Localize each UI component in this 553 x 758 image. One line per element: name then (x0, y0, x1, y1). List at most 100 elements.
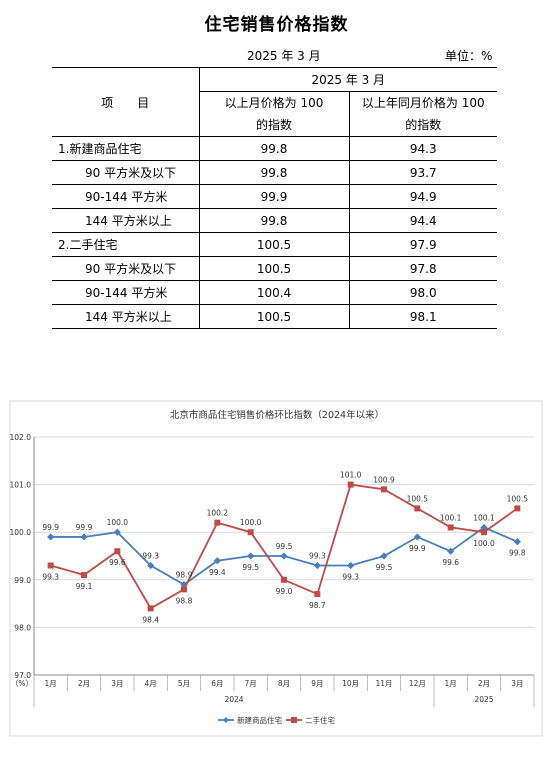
row-label: 144 平方米以上 (52, 208, 199, 233)
data-label: 101.0 (340, 471, 362, 480)
y-tick-label: 102.0 (10, 433, 32, 442)
data-label: 100.0 (240, 518, 262, 527)
data-point-0 (413, 533, 421, 541)
table-row: 144 平方米以上 99.8 94.4 (52, 208, 497, 233)
year-label: 2024 (224, 695, 243, 704)
row-yoy: 97.9 (348, 232, 497, 257)
unit-label: 单位：% (445, 49, 493, 63)
page-title: 住宅销售价格指数 (204, 15, 349, 35)
data-point-1 (481, 529, 487, 536)
data-label: 99.3 (309, 552, 326, 561)
table-row: 144 平方米以上 100.5 98.1 (52, 304, 497, 329)
data-label: 98.4 (142, 615, 159, 624)
data-point-1 (81, 572, 87, 579)
row-yoy: 94.4 (348, 208, 497, 233)
data-label: 99.9 (42, 523, 59, 532)
data-label: 99.3 (142, 552, 159, 561)
x-tick-label: 7月 (245, 679, 257, 688)
data-label: 100.9 (373, 475, 395, 484)
data-point-0 (347, 561, 355, 570)
year-label: 2025 (474, 695, 493, 704)
row-mom: 100.4 (198, 280, 349, 305)
data-point-0 (380, 552, 388, 560)
price-index-line-chart: 北京市商品住宅销售价格环比指数（2024年以来） 97.0 98.0 99.0 100.… (9, 400, 543, 737)
report-period: 2025 年 3 月 (247, 49, 321, 63)
x-tick-label: 5月 (178, 679, 190, 688)
data-point-0 (47, 533, 55, 541)
legend-label: 二手住宅 (305, 715, 335, 725)
row-yoy: 98.1 (348, 304, 497, 329)
data-point-0 (113, 528, 121, 536)
row-yoy: 93.7 (348, 160, 497, 185)
row-mom: 100.5 (198, 304, 349, 329)
data-point-1 (347, 481, 354, 488)
row-mom: 99.8 (198, 160, 349, 185)
row-label: 144 平方米以上 (52, 304, 199, 329)
data-label: 100.1 (440, 513, 462, 522)
header-yoy-line2: 的指数 (405, 118, 442, 132)
x-tick-label: 1月 (45, 679, 57, 688)
row-label: 90 平方米及以下 (52, 256, 199, 281)
y-tick-label: 101.0 (10, 481, 32, 490)
header-yoy: 以上年同月价格为 100 的指数 (348, 91, 497, 137)
legend-marker-diamond (223, 717, 229, 723)
data-point-0 (213, 557, 221, 565)
x-tick-label: 9月 (311, 679, 323, 688)
header-mom-line1: 以上月价格为 100 (224, 96, 324, 110)
chart-title: 北京市商品住宅销售价格环比指数（2024年以来） (170, 409, 384, 421)
x-tick-label: 3月 (111, 679, 123, 688)
header-period: 2025 年 3 月 (198, 67, 497, 92)
data-label: 100.2 (207, 509, 229, 518)
row-mom: 99.8 (198, 136, 349, 161)
table-row: 90 平方米及以下 100.5 97.8 (52, 256, 497, 281)
data-label: 100.0 (107, 518, 129, 527)
x-tick-label: 3月 (511, 679, 523, 688)
x-tick-label: 8月 (278, 679, 290, 688)
x-tick-label: 2月 (78, 679, 90, 688)
x-tick-label: 2月 (478, 679, 490, 688)
data-point-1 (314, 591, 321, 598)
data-label: 99.1 (76, 582, 93, 591)
header-mom: 以上月价格为 100 的指数 (198, 91, 349, 137)
data-point-1 (447, 524, 454, 531)
y-axis-unit: （%） (11, 679, 33, 688)
row-label: 2.二手住宅 (52, 232, 199, 257)
x-tick-label: 6月 (211, 679, 223, 688)
y-tick-label: 99.0 (14, 576, 31, 585)
data-point-1 (214, 519, 221, 526)
y-tick-label: 97.0 (14, 671, 31, 680)
header-mom-line2: 的指数 (255, 118, 292, 132)
data-point-1 (381, 486, 387, 493)
x-tick-label: 4月 (145, 679, 157, 688)
row-mom: 99.8 (198, 208, 349, 233)
data-point-0 (280, 552, 288, 560)
table-row: 90 平方米及以下 99.8 93.7 (52, 160, 497, 185)
data-point-0 (313, 561, 321, 570)
data-label: 99.9 (76, 523, 93, 532)
data-label: 99.5 (276, 542, 293, 551)
data-point-0 (247, 552, 255, 560)
data-point-1 (281, 576, 287, 583)
table-row: 90-144 平方米 99.9 94.9 (52, 184, 497, 209)
row-mom: 100.5 (198, 232, 349, 257)
x-tick-label: 10月 (342, 679, 359, 688)
data-label: 98.9 (176, 571, 193, 580)
data-point-0 (180, 580, 188, 589)
data-point-1 (181, 586, 187, 593)
data-label: 100.5 (407, 494, 429, 503)
x-tick-label: 12月 (409, 679, 426, 688)
data-point-0 (513, 538, 521, 546)
data-label: 98.8 (176, 596, 193, 605)
data-label: 99.5 (376, 563, 393, 572)
data-label: 99.5 (242, 563, 259, 572)
legend-label: 新建商品住宅 (237, 715, 282, 725)
table-row: 90-144 平方米 100.4 98.0 (52, 280, 497, 305)
y-tick-label: 100.0 (10, 528, 32, 537)
data-point-1 (247, 529, 254, 536)
data-label: 99.6 (109, 558, 126, 567)
data-point-0 (80, 533, 88, 541)
data-point-1 (414, 505, 421, 512)
table-row: 1.新建商品住宅 99.8 94.3 (52, 136, 497, 161)
row-label: 90 平方米及以下 (52, 160, 199, 185)
data-label: 99.8 (509, 549, 526, 558)
